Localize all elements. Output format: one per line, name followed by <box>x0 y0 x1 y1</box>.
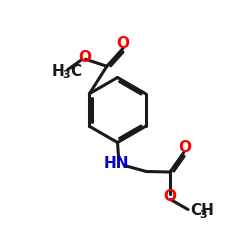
Text: CH: CH <box>190 203 214 218</box>
Text: O: O <box>178 140 192 156</box>
Text: O: O <box>78 50 91 66</box>
Text: H: H <box>52 64 64 78</box>
Text: C: C <box>70 64 81 78</box>
Text: O: O <box>116 36 130 51</box>
Text: 3: 3 <box>199 210 207 220</box>
Text: O: O <box>164 189 176 204</box>
Text: 3: 3 <box>63 70 70 80</box>
Text: HN: HN <box>104 156 130 171</box>
